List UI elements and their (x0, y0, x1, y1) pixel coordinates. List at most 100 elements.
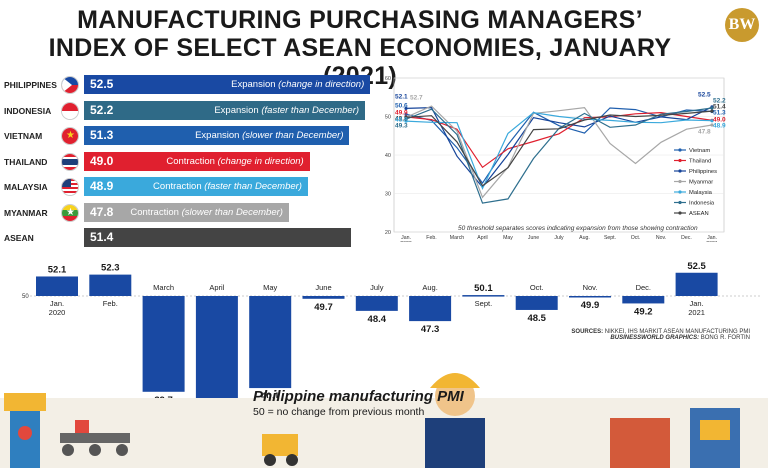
chart-title-line-1: MANUFACTURING PURCHASING MANAGERS’ (77, 6, 643, 34)
pmi-value-label: 49.9 (581, 300, 600, 311)
legend-marker (678, 200, 682, 205)
country-bar-value: 47.8 (90, 204, 114, 219)
description-detail: (faster than December) (261, 104, 360, 116)
description-detail: (slower than December) (242, 130, 344, 141)
myanmar-flag-icon: ★ (62, 204, 78, 221)
country-bar-value: 48.9 (90, 179, 114, 193)
thailand-flag-icon (62, 153, 78, 170)
pmi-value-label: 49.7 (314, 302, 333, 313)
x-tick-label: Dec. (681, 235, 692, 241)
pmi-category-label: July (370, 283, 384, 292)
end-value-label-indonesia: 52.2 (713, 98, 726, 105)
threshold-note: 50 threshold separates scores indicating… (458, 225, 698, 232)
line-series-malaysia (405, 111, 713, 191)
description-status: Contraction (130, 206, 182, 218)
country-bar-value: 51.3 (90, 128, 114, 142)
description-status: Expansion (231, 79, 279, 90)
y-tick-label: 20 (385, 230, 391, 236)
asean-pmi-line-chart: 2030405060Jan.2020Feb.MarchAprilMayJuneJ… (385, 76, 726, 242)
line-point-vietnam (404, 112, 408, 116)
pmi-category-label: May (263, 283, 277, 292)
description-detail: (faster than December) (204, 181, 302, 192)
sources-credit: SOURCES: NIKKEI, IHS MARKIT ASEAN MANUFA… (560, 329, 750, 341)
y-tick-label: 30 (385, 192, 391, 198)
country-label-myanmar: MYANMAR (4, 207, 48, 218)
x-tick-label: 2021 (706, 241, 718, 242)
legend-entry-vietnam: Vietnam (689, 148, 710, 154)
description-detail: (slower than December) (181, 206, 283, 218)
pmi-category-label: Feb. (103, 299, 118, 308)
line-point-asean (404, 115, 408, 119)
pmi-category-label: Jan. (50, 299, 64, 308)
x-tick-label: Feb. (426, 235, 436, 241)
legend-entry-philippines: Philippines (689, 169, 717, 175)
sources-label: SOURCES: (571, 329, 604, 335)
line-point-asean (710, 109, 714, 113)
line-series-thailand (405, 111, 713, 169)
x-tick-label: Jan. (707, 235, 717, 241)
country-label-malaysia: MALAYSIA (4, 182, 48, 192)
pmi-category-label: Oct. (530, 283, 544, 292)
country-bar-description: Expansion (slower than December) (195, 130, 343, 141)
pmi-bar (569, 296, 611, 298)
pmi-category-label: Sept. (475, 299, 493, 308)
chart-title-line-2: INDEX OF SELECT ASEAN ECONOMIES, JANUARY… (48, 34, 672, 90)
pmi-category-label: Aug. (422, 283, 437, 292)
pmi-category-label: March (153, 283, 174, 292)
robot-arm-icon (4, 393, 46, 468)
country-label-thailand: THAILAND (4, 156, 48, 167)
start-value-label-vietnam: 50.6 (395, 103, 408, 110)
pmi-bar (622, 296, 665, 304)
country-bar-value: 51.4 (90, 230, 114, 244)
pmi-chart-subtitle: 50 = no change from previous month (253, 406, 425, 418)
pmi-value-label: 52.5 (687, 262, 706, 272)
country-bar-malaysia: 48.9 Contraction (faster than December) (84, 177, 308, 196)
pmi-bar (409, 296, 452, 322)
line-point-myanmar (710, 123, 714, 127)
country-bar-asean: 51.4 (84, 228, 352, 247)
description-status: Expansion (195, 130, 243, 141)
country-label-philippines: PHILIPPINES (4, 80, 57, 90)
legend-marker (678, 190, 682, 194)
pmi-value-label: 48.4 (368, 314, 387, 325)
philippine-pmi-bar-chart: 5052.1Jan.202052.3Feb.39.7March31.6April… (22, 262, 760, 468)
legend-marker (678, 169, 682, 173)
start-value-label-asean: 49.8 (395, 116, 408, 123)
country-bar-myanmar: 47.8 Contraction (slower than December) (84, 202, 289, 222)
sources-text: NIKKEI, IHS MARKIT ASEAN MANUFACTURING P… (604, 329, 750, 335)
country-bar-indonesia: 52.2 Expansion (faster than December) (84, 100, 366, 120)
pmi-bar (142, 296, 185, 392)
legend-entry-indonesia: Indonesia (689, 201, 715, 207)
legend-marker (678, 148, 682, 152)
pmi-value-label: 50.1 (474, 283, 493, 294)
pmi-bar (515, 296, 558, 310)
pmi-value-label: 52.1 (48, 264, 67, 275)
description-status: Contraction (153, 181, 205, 192)
country-bar-philippines: 52.5 Expansion (change in direction) (84, 75, 371, 94)
pmi-bar (249, 296, 292, 389)
philippines-flag-icon (62, 77, 78, 93)
pmi-bar (355, 296, 398, 311)
x-tick-label: June (528, 235, 539, 241)
x-tick-label: 2020 (400, 241, 412, 242)
forklift-icon (262, 434, 298, 466)
pmi-value-label: 48.5 (527, 313, 546, 324)
pmi-value-label: 40.1 (261, 391, 280, 402)
pmi-category-label: Jan. (690, 299, 704, 308)
country-bar-value: 52.5 (90, 77, 114, 91)
graphics-label: BUSINESSWORLD GRAPHICS: (610, 335, 700, 341)
end-value-label-thailand: 49.0 (713, 117, 726, 124)
end-value-label-malaysia: 48.9 (713, 123, 726, 130)
country-bar-thailand: 49.0 Contraction (change in direction) (84, 151, 310, 171)
pmi-bar (675, 272, 718, 296)
line-point-indonesia (710, 106, 714, 110)
legend-marker (678, 158, 682, 163)
country-bar-description: Contraction (slower than December) (130, 207, 283, 218)
x-tick-label: Oct. (631, 235, 641, 241)
legend-entry-asean: ASEAN (689, 211, 709, 217)
country-bar-description: Expansion (faster than December) (214, 105, 359, 116)
legend-marker (678, 179, 682, 184)
description-status: Expansion (214, 104, 262, 116)
pmi-bar (302, 296, 345, 299)
country-bar-value: 49.0 (90, 153, 114, 168)
